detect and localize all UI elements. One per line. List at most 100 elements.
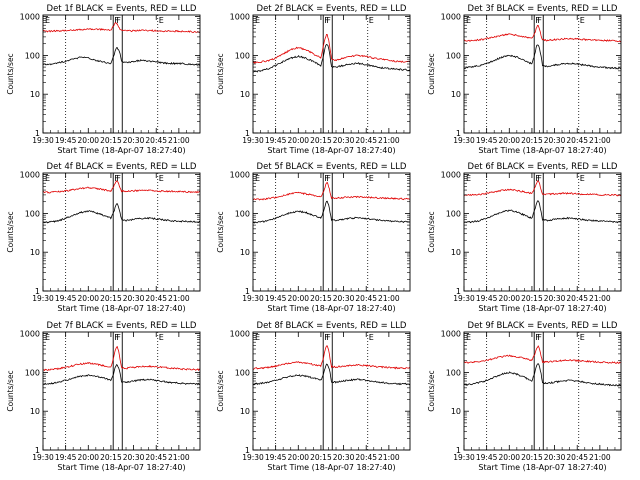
x-tick-label: 19:45: [55, 136, 77, 145]
y-tick-label: 10: [30, 90, 40, 99]
x-tick-label: 19:30: [242, 294, 264, 303]
x-tick-label: 20:45: [145, 136, 167, 145]
y-tick-label: 100: [235, 209, 250, 218]
x-tick-label: 20:00: [498, 136, 520, 145]
x-tick-label: 20:00: [77, 136, 99, 145]
y-axis-label: Counts/sec: [6, 53, 15, 94]
panel-title: Det 4f BLACK = Events, RED = LLD: [47, 162, 197, 172]
x-tick-label: 19:30: [453, 294, 475, 303]
x-tick-label: 20:15: [100, 136, 122, 145]
x-tick-label: 19:30: [32, 294, 54, 303]
series-line-events: [43, 364, 200, 386]
series-line-lld: [253, 345, 410, 370]
y-tick-label: 1000: [441, 171, 461, 180]
series-line-lld: [43, 22, 200, 34]
box-label-f: F: [116, 333, 121, 342]
series-line-events: [464, 44, 621, 70]
e-label: E: [466, 333, 471, 342]
x-tick-label: 19:30: [32, 136, 54, 145]
y-tick-label: 1: [35, 446, 40, 455]
x-tick-label: 19:30: [242, 136, 264, 145]
e-label: E: [369, 333, 374, 342]
series-line-lld: [253, 34, 410, 64]
x-axis-label: Start Time (18-Apr-07 18:27:40): [267, 463, 395, 472]
x-axis-label: Start Time (18-Apr-07 18:27:40): [57, 463, 185, 472]
e-label: E: [255, 333, 260, 342]
series-line-events: [253, 44, 410, 73]
y-tick-label: 100: [25, 209, 40, 218]
x-tick-label: 20:15: [521, 294, 543, 303]
x-axis-label: Start Time (18-Apr-07 18:27:40): [57, 146, 185, 155]
panel-title: Det 7f BLACK = Events, RED = LLD: [47, 321, 197, 331]
box-label-f: F: [326, 333, 331, 342]
x-tick-label: 19:45: [476, 453, 498, 462]
x-tick-label: 20:15: [100, 294, 122, 303]
x-tick-label: 19:30: [32, 453, 54, 462]
y-tick-label: 100: [235, 368, 250, 377]
e-label: E: [580, 333, 585, 342]
box-label-f: F: [324, 16, 329, 25]
e-label: E: [466, 174, 471, 183]
panel-title: Det 6f BLACK = Events, RED = LLD: [468, 162, 618, 172]
y-tick-label: 1000: [20, 13, 40, 22]
x-tick-label: 20:15: [310, 136, 332, 145]
e-label: E: [45, 333, 50, 342]
x-axis-label: Start Time (18-Apr-07 18:27:40): [478, 146, 606, 155]
y-tick-label: 1: [245, 446, 250, 455]
box-label-f: F: [114, 16, 119, 25]
x-tick-label: 19:45: [265, 294, 287, 303]
panel-title: Det 3f BLACK = Events, RED = LLD: [468, 4, 618, 14]
y-tick-label: 100: [25, 51, 40, 60]
e-label: E: [255, 174, 260, 183]
y-tick-label: 1000: [230, 171, 250, 180]
e-label: E: [159, 333, 164, 342]
y-axis-label: Counts/sec: [6, 370, 15, 411]
y-tick-label: 10: [240, 407, 250, 416]
x-axis-label: Start Time (18-Apr-07 18:27:40): [267, 146, 395, 155]
x-tick-label: 20:00: [287, 294, 309, 303]
x-tick-label: 20:45: [145, 294, 167, 303]
x-tick-label: 21:00: [168, 136, 190, 145]
y-tick-label: 1: [35, 287, 40, 296]
x-tick-label: 20:45: [355, 294, 377, 303]
x-tick-label: 21:00: [168, 294, 190, 303]
x-tick-label: 20:30: [544, 294, 566, 303]
x-tick-label: 20:30: [544, 136, 566, 145]
box-label-f: F: [535, 174, 540, 183]
box-label-f: F: [326, 174, 331, 183]
panel-title: Det 1f BLACK = Events, RED = LLD: [47, 4, 197, 14]
e-label: E: [466, 16, 471, 25]
x-tick-label: 21:00: [589, 294, 611, 303]
x-tick-label: 20:30: [333, 294, 355, 303]
box-label-f: F: [537, 333, 542, 342]
y-tick-label: 100: [446, 209, 461, 218]
y-tick-label: 1: [245, 287, 250, 296]
box-label-f: F: [326, 16, 331, 25]
e-label: E: [159, 174, 164, 183]
y-axis-label: Counts/sec: [6, 211, 15, 252]
axes-frame: [463, 331, 622, 451]
series-line-lld: [464, 180, 621, 197]
y-tick-label: 1: [456, 287, 461, 296]
x-tick-label: 20:15: [310, 453, 332, 462]
x-tick-label: 20:15: [521, 453, 543, 462]
axes-frame: [42, 172, 201, 292]
e-label: E: [255, 16, 260, 25]
x-tick-label: 21:00: [168, 453, 190, 462]
e-label: E: [580, 16, 585, 25]
box-label-f: F: [116, 174, 121, 183]
box-label-f: F: [324, 174, 329, 183]
y-tick-label: 100: [446, 51, 461, 60]
series-line-lld: [253, 181, 410, 201]
box-label-f: F: [537, 174, 542, 183]
x-tick-label: 21:00: [589, 453, 611, 462]
panel-title: Det 8f BLACK = Events, RED = LLD: [257, 321, 407, 331]
x-tick-label: 20:30: [333, 453, 355, 462]
y-tick-label: 1: [245, 129, 250, 138]
x-tick-label: 20:30: [544, 453, 566, 462]
x-axis-label: Start Time (18-Apr-07 18:27:40): [478, 463, 606, 472]
